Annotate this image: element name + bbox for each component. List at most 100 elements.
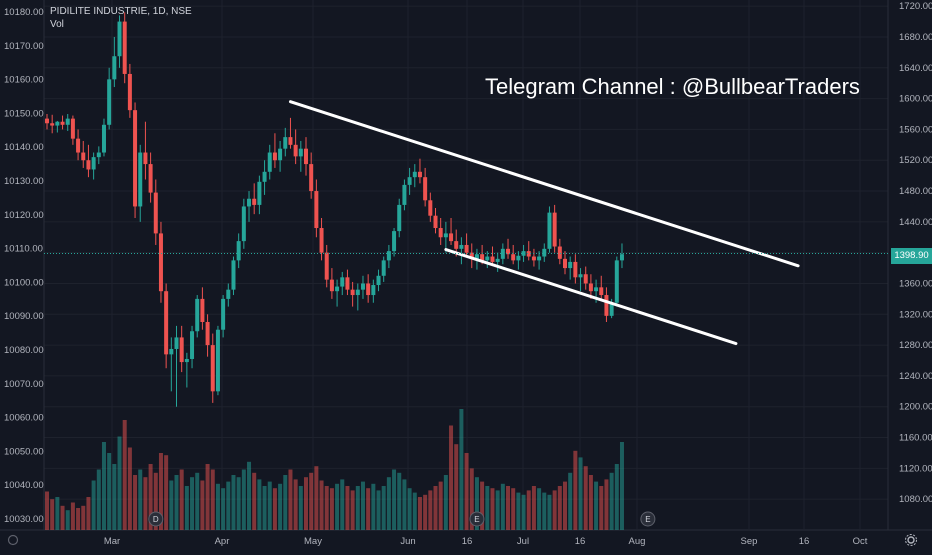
candle-body xyxy=(495,258,500,262)
candle-body xyxy=(319,228,324,253)
volume-bar xyxy=(573,450,578,530)
candle-body xyxy=(355,289,360,296)
grid xyxy=(0,0,932,531)
candle-body xyxy=(609,302,614,316)
trendline xyxy=(444,248,738,346)
volume-bar xyxy=(340,479,345,530)
candle-body xyxy=(184,358,189,363)
candle-body xyxy=(594,287,599,292)
candle-body xyxy=(485,256,490,261)
candle-body xyxy=(262,171,267,182)
candle-body xyxy=(537,256,542,261)
candle-body xyxy=(241,206,246,242)
candle-body xyxy=(619,254,624,261)
volume-bar xyxy=(127,447,132,530)
left-axis: 10180.00 10170.00 10160.00 10150.00 10140.00… xyxy=(4,7,44,525)
candle-body xyxy=(350,289,355,296)
candle-body xyxy=(417,171,422,178)
candle-body xyxy=(267,152,272,172)
volume-bar xyxy=(423,494,428,530)
candle-body xyxy=(459,244,464,249)
volume-bar xyxy=(107,453,112,530)
candle-body xyxy=(340,277,345,287)
candle-body xyxy=(91,157,96,170)
volume-bar xyxy=(537,488,542,530)
volume-bar xyxy=(500,483,505,530)
candle-body xyxy=(179,337,184,363)
candle-body xyxy=(454,241,459,249)
volume-bar xyxy=(158,453,163,530)
volume-bar xyxy=(298,486,303,530)
trendlines[interactable] xyxy=(288,100,800,346)
left-tick-label: 10080.00 xyxy=(4,345,44,356)
volume-bar xyxy=(547,494,552,530)
candle-body xyxy=(231,260,236,290)
candle-body xyxy=(107,79,112,125)
candle-body xyxy=(96,152,101,158)
right-tick-label: 1520.00 xyxy=(899,155,932,166)
candle-body xyxy=(70,118,75,139)
left-tick-label: 10110.00 xyxy=(4,244,43,255)
settings-icon[interactable] xyxy=(6,533,20,547)
gear-icon[interactable] xyxy=(904,533,918,547)
volume-bar xyxy=(221,488,226,530)
right-tick-label: 1680.00 xyxy=(899,32,932,43)
candle-body xyxy=(366,283,371,296)
volume-bar xyxy=(272,488,277,530)
candle-body xyxy=(298,148,303,157)
candle-body xyxy=(309,164,314,192)
x-tick-label: 16 xyxy=(462,536,473,547)
volume-bar xyxy=(407,488,412,530)
volume-bar xyxy=(288,469,293,530)
volume-bar xyxy=(516,492,521,530)
volume-bar xyxy=(609,472,614,530)
volume-bar xyxy=(324,486,329,530)
candle-body xyxy=(335,286,340,292)
price-series xyxy=(45,12,624,407)
volume-bar xyxy=(55,497,60,530)
right-tick-label: 1720.00 xyxy=(899,1,932,12)
volume-bar xyxy=(76,508,81,530)
volume-bar xyxy=(195,472,200,530)
volume-bar xyxy=(583,466,588,530)
left-tick-label: 10040.00 xyxy=(4,480,44,491)
right-tick-label: 1160.00 xyxy=(899,433,932,444)
volume-bar xyxy=(588,475,593,530)
candle-body xyxy=(60,121,65,125)
x-tick-label: Jun xyxy=(400,536,415,547)
candle-body xyxy=(293,144,298,157)
candle-body xyxy=(500,248,505,259)
volume-bar xyxy=(443,475,448,530)
volume-bar xyxy=(329,488,334,530)
volume-bar xyxy=(190,477,195,530)
volume-bar xyxy=(449,425,454,530)
left-tick-label: 10150.00 xyxy=(4,108,44,119)
candle-body xyxy=(221,298,226,330)
candle-body xyxy=(252,198,257,205)
volume-bar xyxy=(397,472,402,530)
candle-body xyxy=(371,285,376,296)
volume-legend[interactable]: Vol xyxy=(50,19,64,30)
volume-bar xyxy=(200,480,205,530)
candle-body xyxy=(190,331,195,359)
candle-body xyxy=(397,204,402,232)
candle-body xyxy=(521,251,526,256)
volume-bar xyxy=(247,461,252,530)
event-marker-label: E xyxy=(645,515,650,524)
candle-body xyxy=(464,244,469,253)
candle-body xyxy=(122,21,127,74)
volume-bar xyxy=(122,420,127,530)
left-tick-label: 10100.00 xyxy=(4,277,44,288)
event-marker-label: D xyxy=(153,515,159,524)
symbol-legend[interactable]: PIDILITE INDUSTRIE, 1D, NSE xyxy=(50,6,192,17)
volume-bar xyxy=(241,469,246,530)
volume-bar xyxy=(557,486,562,530)
left-tick-label: 10160.00 xyxy=(4,75,44,86)
candle-body xyxy=(428,200,433,216)
candle-body xyxy=(516,255,521,261)
candle-body xyxy=(55,121,60,126)
candle-body xyxy=(148,164,153,193)
